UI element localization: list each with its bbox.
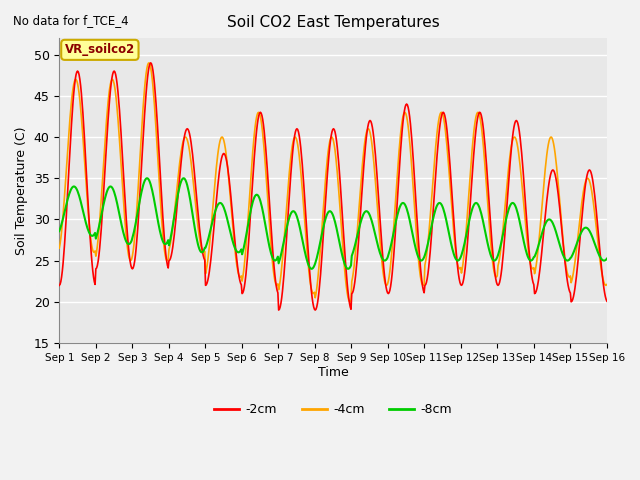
Text: No data for f_TCE_4: No data for f_TCE_4 [13,14,129,27]
Title: Soil CO2 East Temperatures: Soil CO2 East Temperatures [227,15,440,30]
Text: VR_soilco2: VR_soilco2 [65,43,135,56]
Y-axis label: Soil Temperature (C): Soil Temperature (C) [15,126,28,255]
Legend: -2cm, -4cm, -8cm: -2cm, -4cm, -8cm [209,398,458,421]
X-axis label: Time: Time [317,365,349,379]
